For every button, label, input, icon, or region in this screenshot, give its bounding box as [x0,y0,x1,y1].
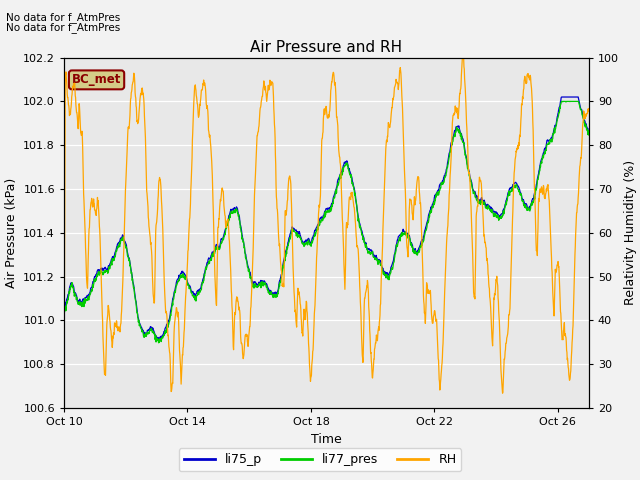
Text: No data for f_AtmPres: No data for f_AtmPres [6,12,121,23]
Text: BC_met: BC_met [72,73,121,86]
X-axis label: Time: Time [311,432,342,445]
Legend: li75_p, li77_pres, RH: li75_p, li77_pres, RH [179,448,461,471]
Title: Air Pressure and RH: Air Pressure and RH [250,40,403,55]
Y-axis label: Relativity Humidity (%): Relativity Humidity (%) [625,160,637,305]
Text: No data for f_AtmPres: No data for f_AtmPres [6,22,121,33]
Y-axis label: Air Pressure (kPa): Air Pressure (kPa) [4,178,17,288]
